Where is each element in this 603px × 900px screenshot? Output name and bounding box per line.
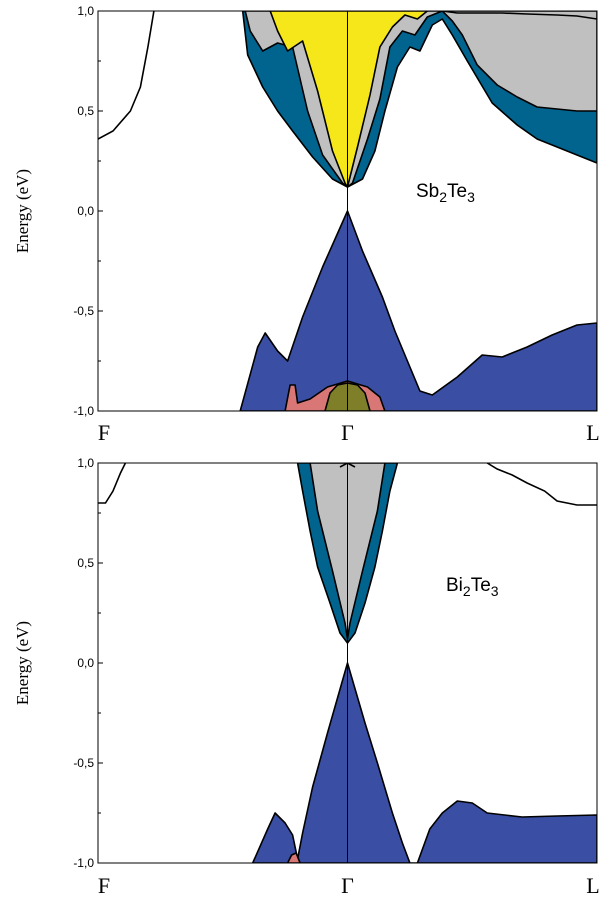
- sb2te3-region-blue-navy-0: [239, 210, 597, 411]
- bi2te3-x-tick-label-2: L: [586, 873, 599, 898]
- sb2te3-y-tick-label-0: -1,0: [73, 404, 94, 418]
- bi2te3-region-pink-1: [286, 852, 301, 863]
- bi2te3-y-tick-label-3: 0,5: [77, 556, 94, 570]
- bi2te3-y-tick-label-0: -1,0: [73, 856, 94, 870]
- sb2te3-region-yellow-5: [269, 11, 429, 188]
- sb2te3-regions: [239, 11, 597, 411]
- bi2te3-band-line-0: [98, 463, 127, 504]
- bi2te3-region-blue-navy-0: [251, 662, 597, 863]
- sb2te3-y-tick-label-3: 0,5: [77, 104, 94, 118]
- sb2te3-material-label: Sb2Te3: [416, 181, 475, 205]
- bi2te3-band-lines: [98, 463, 597, 506]
- bi2te3-band-line-2: [339, 463, 356, 468]
- bi2te3-panel: -1,0 -0,5 0,0 0,5 1,0 F Γ L Energy (eV) Bi2Te3: [13, 456, 600, 898]
- sb2te3-y-ticks: -1,0 -0,5 0,0 0,5 1,0: [73, 4, 103, 418]
- sb2te3-band-line-0: [98, 11, 155, 140]
- bi2te3-regions: [251, 463, 597, 863]
- sb2te3-x-tick-label-2: L: [586, 420, 599, 445]
- sb2te3-y-axis-title: Energy (eV): [13, 169, 32, 253]
- sb2te3-x-tick-label-0: F: [98, 420, 110, 445]
- bi2te3-x-tick-label-1: Γ: [341, 873, 354, 898]
- sb2te3-band-line-1: [442, 11, 597, 20]
- bi2te3-y-tick-label-1: -0,5: [73, 756, 94, 770]
- sb2te3-y-tick-label-2: 0,0: [77, 204, 94, 218]
- bi2te3-y-tick-label-4: 1,0: [77, 456, 94, 470]
- sb2te3-x-tick-label-1: Γ: [341, 420, 354, 445]
- bi2te3-band-line-1: [486, 463, 597, 506]
- sb2te3-band-lines: [98, 11, 597, 140]
- sb2te3-y-tick-label-4: 1,0: [77, 4, 94, 18]
- bi2te3-material-label: Bi2Te3: [446, 575, 499, 599]
- bi2te3-x-tick-label-0: F: [98, 873, 110, 898]
- sb2te3-panel: -1,0 -0,5 0,0 0,5 1,0 F Γ L Energy (eV) Sb2Te3: [13, 4, 600, 445]
- sb2te3-y-tick-label-1: -0,5: [73, 304, 94, 318]
- bi2te3-y-ticks: -1,0 -0,5 0,0 0,5 1,0: [73, 456, 103, 870]
- bi2te3-y-axis-title: Energy (eV): [13, 621, 32, 705]
- bi2te3-y-tick-label-2: 0,0: [77, 656, 94, 670]
